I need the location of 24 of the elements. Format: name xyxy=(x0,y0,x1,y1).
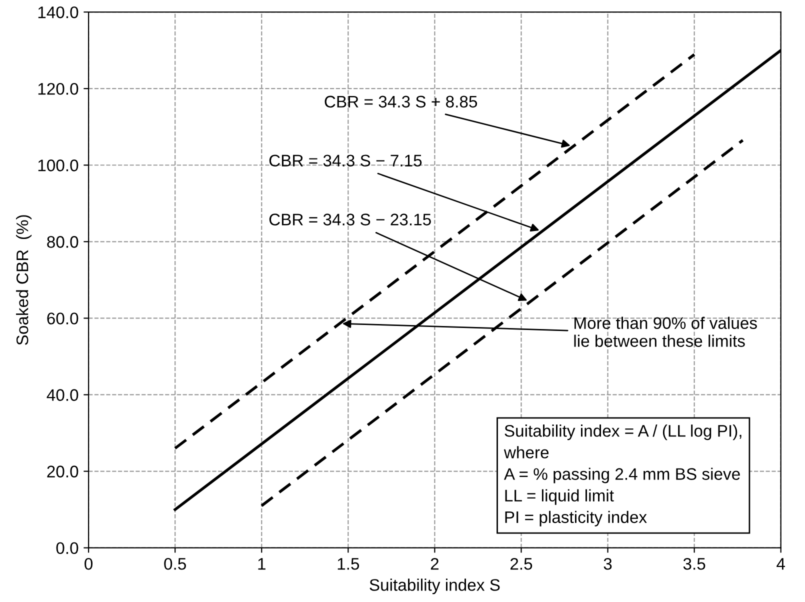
x-tick-label: 1 xyxy=(258,558,266,570)
y-tick-label: 40.0 xyxy=(46,389,78,401)
y-tick-label: 80.0 xyxy=(47,236,78,248)
x-tick-label: 3.5 xyxy=(683,558,706,570)
y-tick-label: 140.0 xyxy=(38,6,78,18)
x-tick-label: 2.5 xyxy=(510,558,532,570)
y-tick-label: 120.0 xyxy=(38,82,78,95)
annotation: CBR = 34.3 S − 7.15 xyxy=(269,154,422,167)
x-tick-label: 3 xyxy=(604,558,612,570)
y-tick-label: 0.0 xyxy=(56,542,78,554)
y-tick-label: 100.0 xyxy=(38,160,78,172)
x-tick-label: 1.5 xyxy=(338,558,360,570)
annotation: CBR = 34.3 S − 23.15 xyxy=(269,214,431,226)
x-tick-label: 0.5 xyxy=(164,558,186,570)
y-tick-label: 60.0 xyxy=(47,312,78,324)
annotation: More than 90% of values lie between these limits xyxy=(574,316,757,347)
x-tick-label: 4 xyxy=(776,558,785,570)
x-tick-label: 0 xyxy=(84,558,93,570)
x-axis-title: Suitability index S xyxy=(370,578,500,594)
x-tick-label: 2 xyxy=(430,558,438,570)
y-tick-label: 20.0 xyxy=(47,466,78,478)
y-axis-title: Soaked CBR (%) xyxy=(16,215,32,345)
annotation: CBR = 34.3 S + 8.85 xyxy=(324,96,478,108)
annotation: Suitability index = A / (LL log PI), where A = % passing 2.4 mm BS sieve LL = liquid limit PI = plasticity index xyxy=(504,424,742,526)
